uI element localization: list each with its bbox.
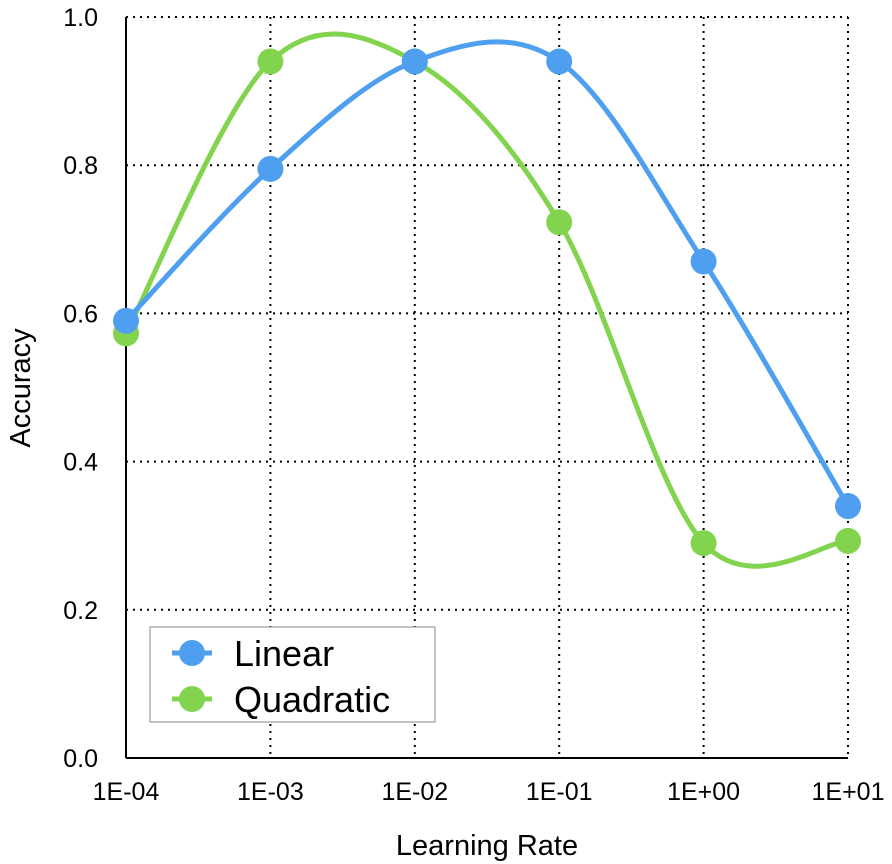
- series-quadratic: [113, 31, 861, 569]
- legend-label: Quadratic: [234, 679, 390, 720]
- point-linear: [401, 48, 428, 75]
- series-line-quadratic: [123, 31, 851, 569]
- point-quadratic: [257, 48, 284, 75]
- x-tick-label: 1E+00: [667, 778, 740, 806]
- point-quadratic: [835, 527, 861, 554]
- y-tick-labels: 0.0 0.2 0.4 0.6 0.8 1.0: [63, 4, 98, 773]
- y-tick-label: 0.4: [63, 449, 98, 477]
- x-axis-label: Learning Rate: [396, 830, 578, 862]
- x-tick-label: 1E-03: [237, 778, 304, 806]
- legend-swatch-marker: [179, 686, 205, 712]
- y-tick-label: 0.0: [63, 745, 98, 773]
- point-quadratic: [690, 530, 717, 557]
- y-tick-label: 0.8: [63, 152, 98, 180]
- legend: Linear Quadratic: [149, 626, 436, 723]
- point-linear: [113, 307, 139, 334]
- x-tick-label: 1E-01: [526, 778, 593, 806]
- legend-swatch-marker: [179, 640, 205, 666]
- point-linear: [257, 155, 284, 182]
- y-tick-label: 0.6: [63, 300, 98, 328]
- y-axis-label: Accuracy: [5, 328, 37, 448]
- x-tick-label: 1E-02: [381, 778, 448, 806]
- series-line-linear: [123, 39, 851, 509]
- axes: [125, 17, 848, 759]
- series-group: [113, 31, 861, 569]
- point-linear: [690, 248, 717, 275]
- point-quadratic: [546, 209, 573, 236]
- y-tick-label: 1.0: [63, 4, 98, 32]
- x-tick-labels: 1E-04 1E-03 1E-02 1E-01 1E+00 1E+01: [93, 778, 885, 806]
- x-tick-label: 1E+01: [812, 778, 885, 806]
- legend-item-quadratic: Quadratic: [172, 679, 390, 720]
- point-linear: [546, 48, 573, 75]
- point-linear: [835, 493, 861, 520]
- legend-label: Linear: [234, 633, 334, 674]
- x-tick-label: 1E-04: [93, 778, 160, 806]
- series-linear: [113, 39, 861, 520]
- legend-item-linear: Linear: [172, 633, 334, 674]
- y-tick-label: 0.2: [63, 597, 98, 625]
